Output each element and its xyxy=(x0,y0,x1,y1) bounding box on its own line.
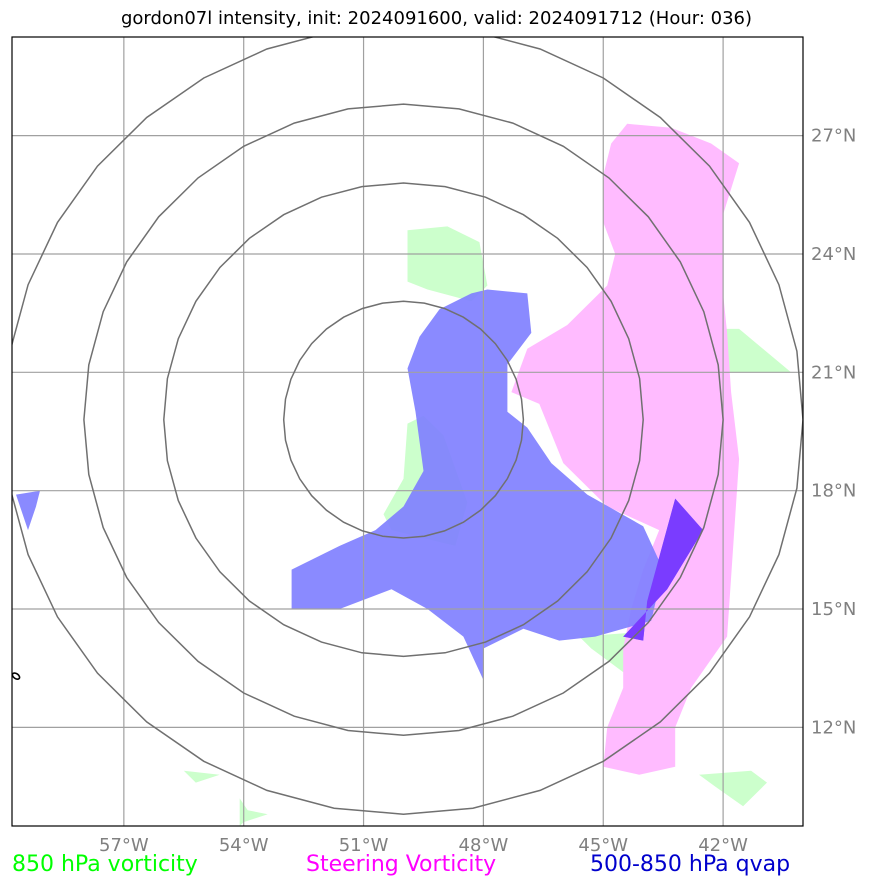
y-tick-label-4: 24°N xyxy=(811,244,856,265)
range-ring-1 xyxy=(163,182,644,658)
y-tick-label-0: 12°N xyxy=(811,717,856,738)
y-tick-label-2: 18°N xyxy=(811,481,856,502)
marker-small-island-outline xyxy=(12,672,21,680)
layer-1-polygon-0 xyxy=(511,123,740,775)
y-tick-label-1: 15°N xyxy=(811,599,856,620)
lat-lon-grid xyxy=(12,37,803,826)
x-tick-label-3: 48°W xyxy=(459,835,509,856)
layer-2-polygon-1 xyxy=(16,490,40,531)
y-tick-label-3: 21°N xyxy=(811,362,856,383)
x-axis-ticks: 57°W 54°W 51°W 48°W 45°W 42°W xyxy=(99,835,748,856)
range-rings xyxy=(12,37,803,815)
legend-850-vorticity: 850 hPa vorticity xyxy=(12,852,198,877)
layer-0-polygon-0 xyxy=(407,226,488,302)
x-tick-label-2: 51°W xyxy=(339,835,389,856)
layer-2-polygon-0 xyxy=(291,289,664,680)
qvap-steering-overlap xyxy=(623,498,704,641)
x-tick-label-0: 57°W xyxy=(99,835,149,856)
legend-qvap: 500-850 hPa qvap xyxy=(590,852,791,877)
layer-0-polygon-4 xyxy=(699,770,767,807)
layer-0-polygon-6 xyxy=(239,798,268,826)
x-tick-label-1: 54°W xyxy=(219,835,269,856)
layer-0-polygon-5 xyxy=(183,770,220,783)
plot-frame xyxy=(11,36,804,827)
y-axis-ticks: 12°N 15°N 18°N 21°N 24°N 27°N xyxy=(811,126,856,739)
range-ring-2 xyxy=(83,103,724,737)
range-ring-3 xyxy=(12,37,803,815)
range-ring-0 xyxy=(282,300,525,539)
map-markers xyxy=(12,672,21,680)
x-tick-label-5: 42°W xyxy=(698,835,748,856)
x-tick-label-4: 45°W xyxy=(578,835,628,856)
field-layers xyxy=(16,123,791,826)
legend-steering-vorticity: Steering Vorticity xyxy=(306,852,497,877)
y-tick-label-5: 27°N xyxy=(811,126,856,147)
chart-title: gordon07l intensity, init: 2024091600, v… xyxy=(120,8,753,29)
